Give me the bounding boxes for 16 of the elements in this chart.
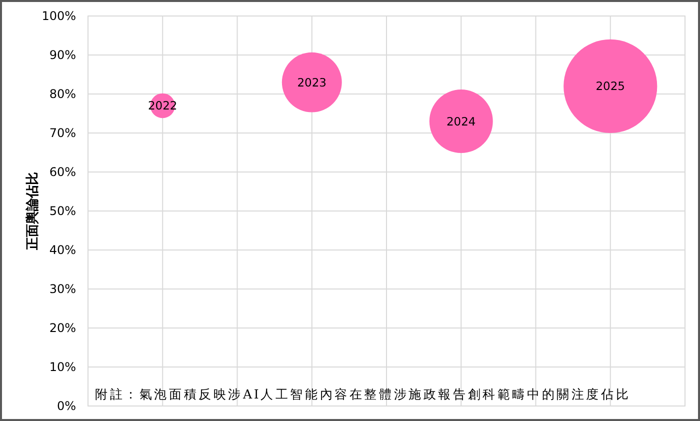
y-tick-label: 70% bbox=[49, 126, 76, 140]
y-tick-label: 50% bbox=[49, 204, 76, 218]
annotation: 附註：氣泡面積反映涉AI人工智能內容在整體涉施政報告創科範疇中的關注度佔比 bbox=[95, 386, 631, 402]
y-tick-label: 30% bbox=[49, 282, 76, 296]
x-tick-label: 2025 bbox=[596, 79, 626, 94]
y-tick-label: 90% bbox=[49, 48, 76, 62]
x-tick-label: 2024 bbox=[446, 114, 476, 128]
y-tick-label: 80% bbox=[49, 87, 76, 101]
y-tick-label: 10% bbox=[49, 360, 76, 374]
y-tick-label: 60% bbox=[49, 165, 76, 179]
y-axis-title: 正面輿論佔比 bbox=[24, 172, 40, 251]
x-tick-label: 2023 bbox=[297, 75, 327, 90]
y-tick-label: 0% bbox=[56, 399, 76, 413]
y-tick-label: 100% bbox=[42, 9, 76, 23]
y-tick-label: 20% bbox=[49, 321, 76, 335]
y-tick-label: 40% bbox=[49, 243, 76, 257]
